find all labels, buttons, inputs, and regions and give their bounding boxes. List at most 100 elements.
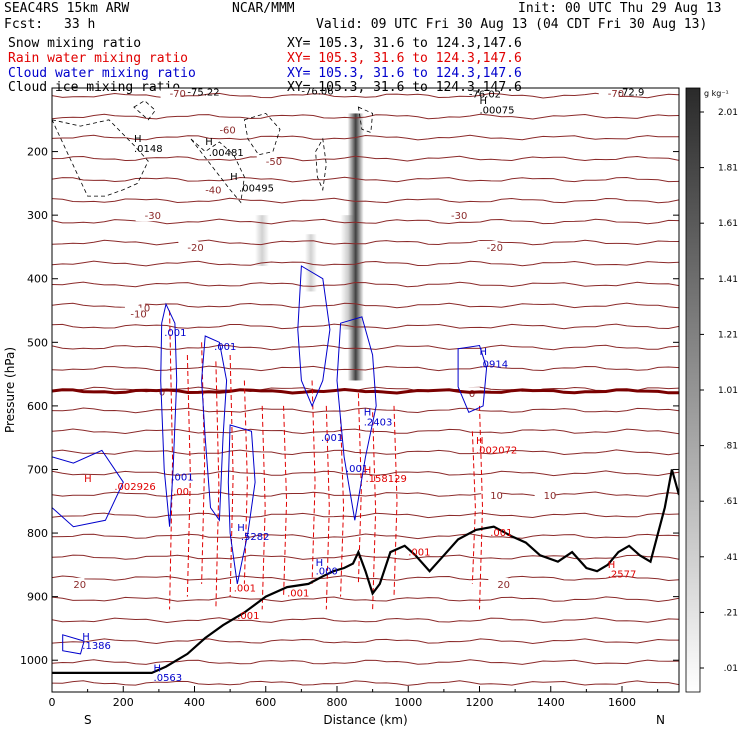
high-marker: H (134, 134, 142, 145)
rain-contour (201, 342, 206, 584)
isotherm-label-bg (64, 577, 85, 590)
theta-line (52, 554, 679, 561)
plot-frame (51, 87, 680, 693)
theta-line (52, 702, 679, 707)
isotherm-label: 20 (73, 580, 86, 591)
y-tick-label: 400 (27, 273, 48, 286)
cloud-water-contour (297, 265, 331, 408)
rain-contour (393, 405, 398, 597)
x-tick-label: 600 (255, 696, 276, 709)
y-tick-label: 1000 (20, 654, 48, 667)
south-label: S (84, 713, 92, 727)
cloud-water-label: .5282 (241, 532, 270, 543)
theta-line (52, 323, 679, 330)
theta-line (52, 449, 679, 456)
cloud-water-label: .2403 (364, 418, 393, 429)
isotherm-label: 10 (544, 491, 557, 502)
isotherm-label: -30 (451, 211, 467, 222)
isotherm-label-bg (135, 209, 156, 222)
isotherm-label-bg (534, 488, 555, 501)
rain-label: .002926 (114, 482, 155, 493)
isotherm-label: -20 (487, 243, 503, 254)
high-marker: H (364, 465, 372, 476)
terrain-line (52, 469, 679, 674)
cloud-water-contour (457, 344, 488, 413)
colorbar-tick-label: .21 (724, 608, 738, 618)
theta-line (52, 407, 679, 414)
theta-line (52, 260, 679, 267)
cloud-water-label: .0914 (480, 360, 509, 371)
high-marker: H (608, 560, 616, 571)
rain-contour (325, 405, 330, 610)
rain-contour (243, 380, 248, 584)
forecast-value: 33 h (64, 17, 96, 32)
init-time: Init: 00 UTC Thu 29 Aug 13 (518, 1, 722, 16)
high-marker: H (205, 137, 213, 148)
theta-line (52, 680, 679, 686)
rain-contour (311, 380, 316, 584)
isotherm-label-bg (160, 88, 181, 100)
theta-line (52, 575, 679, 582)
colorbar-tick-label: 1.61 (718, 219, 738, 229)
cloud-ice-label: .00075 (480, 105, 515, 116)
theta-line (52, 344, 679, 351)
theta-line (52, 428, 679, 435)
cloud-ice-label: .0148 (134, 144, 163, 155)
theta-line (52, 617, 679, 624)
rain-label: .001 (237, 611, 259, 622)
theta-line (52, 512, 679, 519)
rain-contour (372, 412, 377, 610)
rain-contour (479, 405, 484, 610)
cloud-ice-label: .00481 (209, 148, 244, 159)
y-axis-label: Pressure (hPa) (3, 347, 17, 433)
cloud-ice-contour (52, 119, 149, 197)
high-marker: H (476, 436, 484, 447)
isotherm-label: -30 (145, 211, 161, 222)
rain-contour (169, 310, 174, 610)
theta-line (52, 470, 679, 477)
theta-line (52, 155, 679, 162)
snow-plume-faint (255, 215, 270, 267)
cloud-ice-contour (357, 106, 374, 134)
x-tick-label: 1600 (608, 696, 636, 709)
valid-time: Valid: 09 UTC Fri 30 Aug 13 (04 CDT Fri … (316, 17, 708, 32)
colorbar-tick-label: .81 (724, 442, 738, 452)
theta-line (52, 113, 679, 120)
isotherm-label-bg (488, 577, 509, 590)
cloud-water-contour (227, 424, 256, 585)
rain-label: .158129 (366, 474, 407, 485)
isotherm-label-bg (481, 488, 502, 501)
theta-line (52, 659, 679, 665)
theta-line (52, 176, 679, 183)
field-snow-name: Snow mixing ratio (8, 36, 142, 51)
high-marker: H (84, 474, 92, 485)
x-tick-label: 0 (49, 696, 56, 709)
theta-line (52, 365, 679, 372)
rain-label: .001 (408, 547, 430, 558)
cloud-water-label: .0563 (154, 673, 183, 684)
isotherm-label: -60 (219, 125, 235, 136)
rain-contour (471, 431, 476, 584)
isotherm-label-bg (598, 88, 619, 100)
cloud-water-label: .1386 (82, 641, 111, 652)
high-marker: H (154, 664, 162, 675)
theta-line (52, 533, 679, 540)
rain-label: .002072 (476, 446, 517, 457)
x-axis-label: Distance (km) (323, 713, 407, 727)
theta-line (52, 596, 679, 603)
isotherm-label: -40 (205, 186, 221, 197)
cloud-water-contour (336, 316, 377, 521)
theta-line (52, 218, 679, 225)
cloud-water-label: .001 (164, 328, 186, 339)
cloud-ice-contour (315, 137, 327, 192)
forecast-label: Fcst: (4, 17, 44, 32)
x-tick-label: 1200 (466, 696, 494, 709)
y-tick-label: 200 (27, 146, 48, 159)
rain-contour (186, 355, 191, 597)
isotherm-label: -10 (130, 310, 146, 321)
rain-contour (283, 405, 288, 597)
field-cloud-water-name: Cloud water mixing ratio (8, 66, 196, 81)
isotherm-label: -10 (134, 303, 150, 314)
theta-line (52, 134, 679, 141)
field-snow-xy: XY= 105.3, 31.6 to 124.3,147.6 (287, 36, 522, 51)
